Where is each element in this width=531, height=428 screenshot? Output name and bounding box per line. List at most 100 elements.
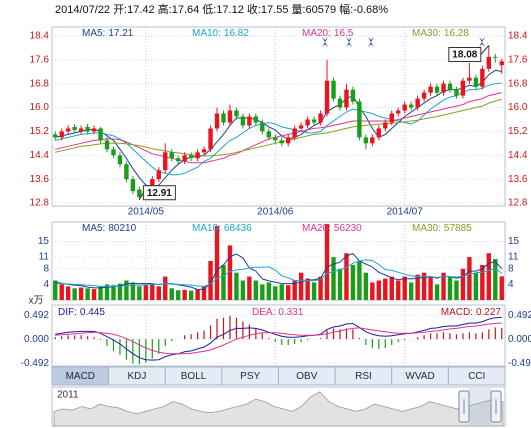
- header-field-label: 高:: [158, 2, 172, 16]
- candle-body: [227, 110, 233, 123]
- tab[interactable]: WVAD: [391, 366, 449, 386]
- y-tick-label: 17.6: [30, 54, 50, 65]
- volume-bar: [260, 284, 265, 300]
- candle-body: [163, 152, 168, 171]
- candle-body: [454, 89, 459, 96]
- y-tick-label: 18.4: [30, 31, 50, 42]
- legend-name: DIF:: [58, 307, 77, 318]
- candle-body: [156, 170, 161, 180]
- volume-bar: [208, 261, 213, 300]
- candle-body: [111, 149, 116, 156]
- tab[interactable]: RSI: [334, 366, 393, 386]
- overview-label: 2011: [57, 390, 79, 401]
- tab[interactable]: BOLL: [164, 366, 223, 386]
- legend-entry: MA30: 57885: [412, 223, 472, 234]
- candle-body: [253, 116, 259, 123]
- candle-body: [396, 110, 401, 114]
- annotation-leader: [138, 192, 144, 200]
- header-field-label: 低:: [202, 3, 216, 16]
- volume-bar: [214, 225, 220, 300]
- annotation-label: 18.08: [452, 50, 477, 61]
- candle-body: [85, 126, 90, 132]
- volume-bar: [428, 276, 433, 300]
- header-field-value: 60579: [306, 4, 337, 16]
- tab[interactable]: PSY: [221, 366, 279, 386]
- range-window: [469, 388, 491, 425]
- ma-line: [55, 253, 503, 291]
- volume-bar: [266, 282, 271, 300]
- tab[interactable]: MACD: [51, 366, 110, 386]
- candle-body: [370, 137, 375, 144]
- tab[interactable]: OBV: [278, 366, 336, 386]
- candle-body: [117, 155, 123, 165]
- candle-body: [150, 179, 155, 189]
- ma-line: [55, 322, 502, 355]
- tab[interactable]: KDJ: [108, 366, 166, 386]
- candle-body: [182, 155, 187, 162]
- volume-bar: [227, 245, 233, 300]
- volume-bar: [98, 286, 103, 300]
- volume-bar: [370, 282, 375, 300]
- volume-bar: [324, 223, 330, 300]
- tab-label: BOLL: [181, 371, 207, 382]
- y-tick-label-right: 11: [508, 252, 519, 263]
- volume-bar: [350, 264, 356, 300]
- tab[interactable]: CCI: [447, 366, 506, 386]
- candle-body: [460, 80, 466, 96]
- volume-bar: [253, 280, 259, 300]
- legend-name: MACD:: [441, 307, 473, 318]
- annotation-box: [448, 46, 482, 62]
- candle-body: [344, 89, 349, 108]
- header-field-value: 17.12: [216, 4, 244, 16]
- annotation-label: 12.91: [147, 188, 172, 199]
- candle-body: [350, 89, 356, 102]
- y-tick-label: 15.2: [30, 126, 50, 137]
- tab-label: OBV: [296, 371, 317, 382]
- candle-body: [331, 80, 336, 99]
- volume-bar: [104, 284, 110, 300]
- volume-bar: [493, 259, 498, 300]
- candle-body: [363, 137, 369, 144]
- volume-bar: [195, 289, 200, 300]
- candle-body: [447, 83, 453, 90]
- candle-body: [124, 164, 129, 180]
- volume-bar: [286, 285, 291, 300]
- volume-bar: [78, 287, 84, 300]
- candle-body: [467, 77, 472, 81]
- legend-name: DEA:: [252, 307, 275, 318]
- legend-entry: MA20: 16.5: [302, 28, 354, 39]
- y-tick-label: -0.492: [21, 358, 50, 369]
- volume-bar: [117, 283, 123, 300]
- ma-line: [55, 69, 502, 188]
- candle-body: [208, 128, 213, 150]
- y-tick-label: 11: [39, 252, 50, 263]
- event-marker: [479, 37, 485, 47]
- legend-entry: MA20: 56230: [302, 223, 362, 234]
- y-tick-label-right: 15: [508, 236, 520, 247]
- y-tick-label-right: 15.2: [508, 126, 528, 137]
- volume-bar: [240, 280, 246, 300]
- legend-value: 0.331: [278, 307, 303, 318]
- legend-name: MA10:: [192, 223, 221, 234]
- ma-line: [55, 82, 502, 176]
- legend-value: 80210: [108, 223, 136, 234]
- header-field-value: 17.64: [172, 4, 200, 16]
- candle-body: [195, 152, 200, 159]
- volume-bar: [344, 253, 349, 300]
- candle-body: [389, 113, 394, 123]
- volume-bar: [292, 280, 297, 300]
- legend-value: 57885: [444, 223, 472, 234]
- legend-value: 17.21: [108, 28, 133, 39]
- volume-bar: [130, 282, 136, 300]
- volume-bar: [91, 289, 97, 300]
- volume-unit: x万: [29, 296, 44, 307]
- candle-body: [188, 155, 194, 159]
- candle-body: [104, 140, 110, 150]
- candle-body: [318, 113, 323, 123]
- event-marker: [346, 37, 352, 47]
- volume-bar: [305, 278, 310, 300]
- volume-bar: [175, 290, 181, 300]
- candle-body: [266, 131, 271, 138]
- legend-entry: MA30: 16.28: [412, 28, 469, 39]
